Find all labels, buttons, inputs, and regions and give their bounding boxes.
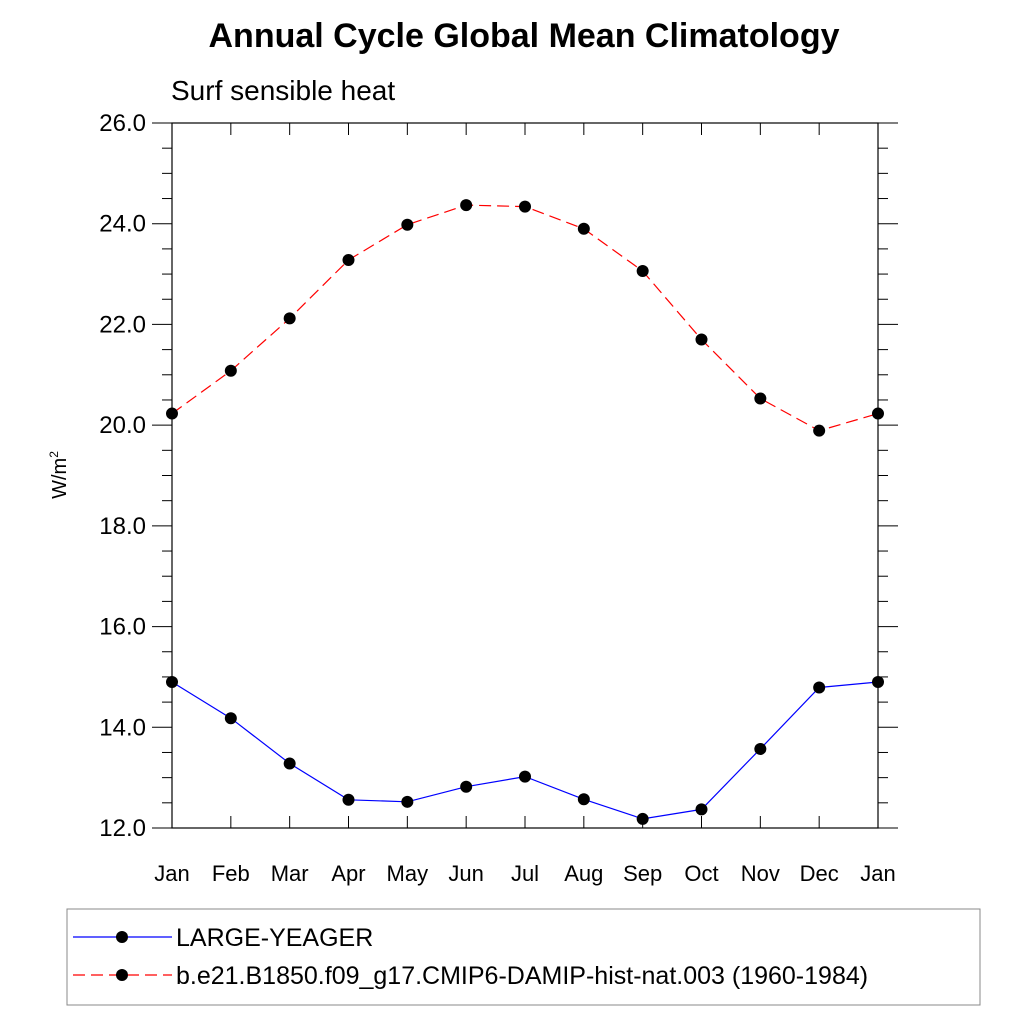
series-1	[166, 675, 884, 825]
x-tick-label: May	[387, 861, 429, 886]
data-point	[695, 333, 708, 346]
data-point	[577, 222, 590, 235]
chart-subtitle: Surf sensible heat	[171, 75, 395, 106]
x-tick-label: Jan	[860, 861, 895, 886]
data-point	[519, 200, 531, 213]
y-tick-label: 24.0	[99, 211, 146, 238]
data-point	[224, 364, 237, 377]
y-axis-label-base: W/m	[49, 458, 71, 499]
data-point	[166, 407, 178, 420]
x-tick-label: Jul	[511, 861, 539, 886]
x-tick-label: Aug	[564, 861, 603, 886]
data-point	[577, 793, 590, 806]
y-tick-label: 22.0	[99, 311, 146, 338]
data-point	[636, 265, 649, 278]
data-point	[460, 199, 473, 212]
plot-frame	[171, 122, 879, 829]
x-tick-label: Feb	[212, 861, 250, 886]
y-tick-label: 20.0	[99, 412, 146, 439]
axis-ticks: Jan Feb Mar Apr May Jun Jul Aug Sep Oct Nov Dec Jan 1…	[99, 110, 898, 886]
series-line	[171, 681, 879, 820]
data-point	[342, 253, 355, 266]
data-point	[342, 793, 355, 806]
legend: LARGE-YEAGER b.e21.B1850.f09_g17.CMIP6-DA…	[66, 908, 981, 1006]
legend-label: b.e21.B1850.f09_g17.CMIP6-DAMIP-hist-nat…	[176, 962, 868, 990]
data-point	[166, 675, 178, 688]
data-point	[519, 770, 531, 783]
data-point	[754, 392, 767, 405]
chart-title: Annual Cycle Global Mean Climatology	[209, 17, 840, 55]
y-tick-label: 14.0	[99, 714, 146, 741]
x-tick-label: Mar	[271, 861, 309, 886]
data-point	[283, 757, 296, 770]
x-tick-label: Oct	[684, 861, 718, 886]
data-point	[224, 712, 237, 725]
y-tick-label: 12.0	[99, 815, 146, 842]
data-point	[872, 407, 884, 420]
y-tick-label: 16.0	[99, 614, 146, 641]
data-point	[636, 812, 649, 825]
data-point	[813, 681, 826, 694]
legend-marker	[116, 931, 128, 943]
x-tick-label: Jun	[448, 861, 483, 886]
data-point	[283, 312, 296, 325]
data-point	[401, 218, 414, 231]
y-tick-label: 26.0	[99, 110, 146, 137]
series-layer	[166, 199, 884, 825]
data-point	[813, 424, 826, 437]
data-point	[401, 795, 414, 808]
series-2	[166, 199, 884, 437]
y-tick-label: 18.0	[99, 513, 146, 540]
x-tick-label: Sep	[623, 861, 662, 886]
data-point	[460, 780, 473, 793]
data-point	[872, 675, 884, 688]
data-point	[754, 742, 767, 755]
series-line	[171, 204, 879, 432]
y-axis-label: W/m2	[47, 451, 71, 499]
x-tick-label: Jan	[154, 861, 189, 886]
legend-marker	[116, 969, 128, 981]
plot-area-border	[171, 122, 879, 829]
data-point	[695, 803, 708, 816]
legend-box	[66, 908, 981, 1006]
x-tick-label: Nov	[741, 861, 780, 886]
legend-label: LARGE-YEAGER	[176, 924, 373, 952]
y-axis-label-superscript: 2	[47, 451, 61, 458]
x-tick-label: Apr	[331, 861, 365, 886]
x-tick-label: Dec	[800, 861, 839, 886]
